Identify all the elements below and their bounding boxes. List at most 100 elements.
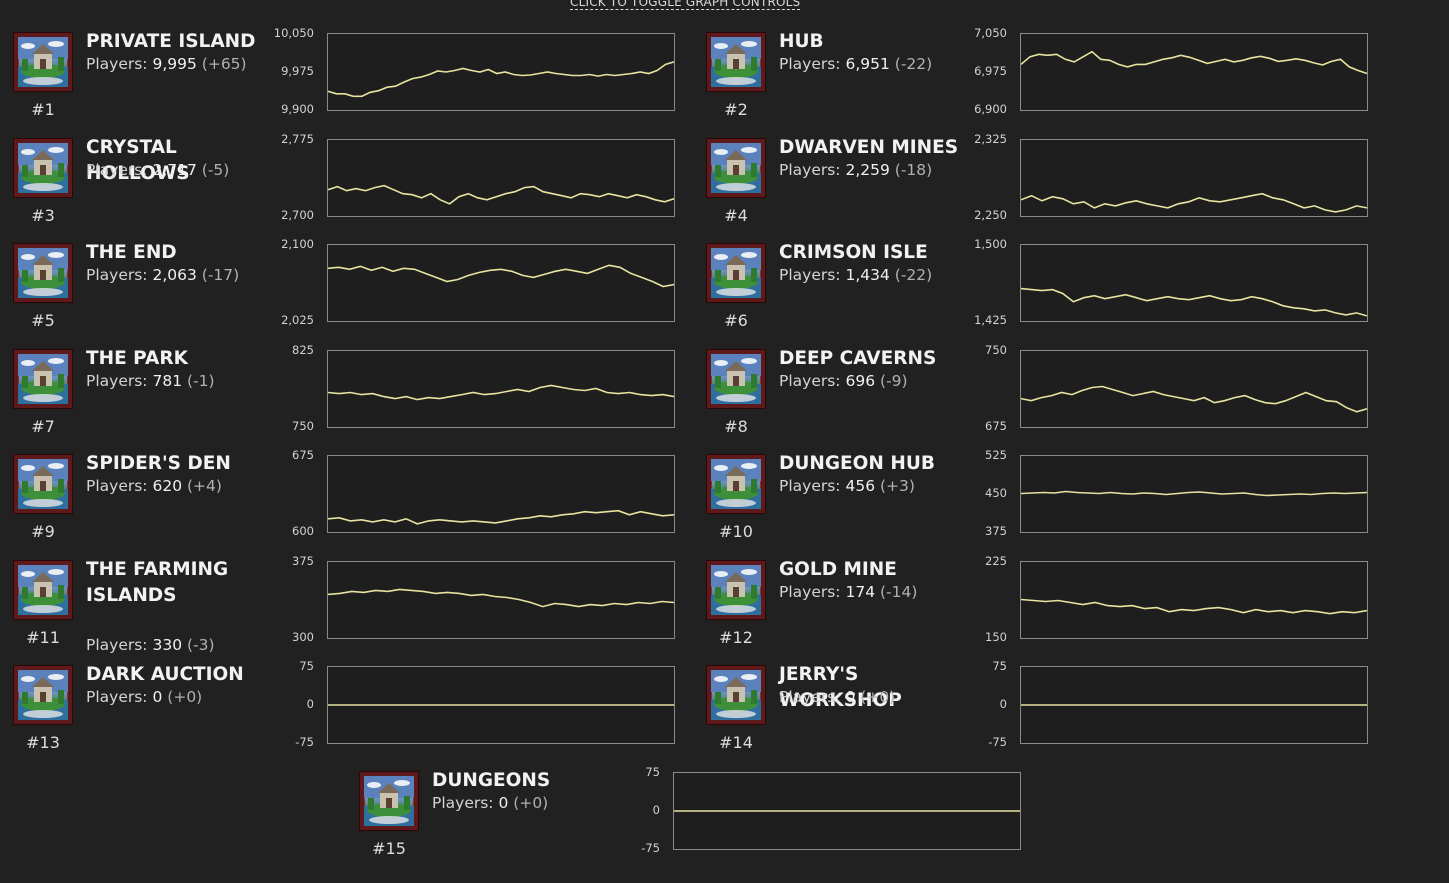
y-axis-max-label: 2,100 [281, 237, 314, 251]
player-series-line [1021, 193, 1367, 211]
island-picture [18, 459, 68, 509]
player-change: (-9) [880, 371, 908, 390]
island-thumbnail[interactable] [707, 349, 765, 408]
graph-plot [328, 562, 674, 638]
player-series-line [1021, 52, 1367, 74]
players-label: Players: [86, 160, 148, 179]
island-name: THE FARMING ISLANDS [86, 558, 229, 606]
player-change: (-22) [894, 55, 933, 73]
toggle-graph-controls-link[interactable]: CLICK TO TOGGLE GRAPH CONTROLS [570, 0, 801, 10]
y-axis-max-label: 75 [299, 659, 314, 673]
island-thumbnail[interactable] [707, 33, 765, 91]
y-axis-min-label: -75 [641, 841, 660, 855]
island-rank: #6 [724, 311, 748, 330]
island-picture [711, 564, 761, 615]
player-graph[interactable] [1020, 560, 1368, 639]
graph-plot [1021, 245, 1367, 321]
players-label: Players: [432, 794, 494, 812]
players-label: Players: [86, 477, 148, 495]
island-rank: #1 [31, 100, 55, 119]
player-graph[interactable] [1020, 455, 1368, 533]
y-axis-mid-label: 0 [652, 803, 660, 817]
island-card: #1 PRIVATE ISLAND Players: 9,995 (+65) 10,0… [14, 26, 704, 139]
island-card: #4 DWARVEN MINES Players: 2,259 (-18) 2,325… [707, 132, 1397, 245]
island-thumbnail[interactable] [14, 349, 72, 408]
player-count: 696 [845, 371, 876, 390]
island-rank: #5 [31, 311, 55, 330]
island-thumbnail[interactable] [707, 666, 765, 724]
island-rank: #12 [719, 627, 753, 647]
player-graph[interactable] [1020, 138, 1368, 217]
island-thumbnail[interactable] [360, 772, 418, 830]
island-rank: #7 [31, 416, 55, 436]
player-graph[interactable] [327, 455, 675, 533]
y-axis-max-label: 750 [985, 342, 1007, 357]
player-graph[interactable] [327, 560, 675, 639]
player-count-line: Players: 6,951 (-22) [779, 55, 932, 73]
player-count: 2,259 [845, 160, 890, 179]
island-thumbnail[interactable] [14, 244, 72, 302]
player-change: (-17) [201, 266, 240, 284]
player-graph[interactable] [327, 33, 675, 111]
player-series-line [328, 265, 674, 286]
y-axis-mid-label: 450 [985, 486, 1007, 500]
graph-plot [1021, 456, 1367, 532]
player-count-line: Players: 0 (+0) [779, 688, 895, 706]
island-thumbnail[interactable] [14, 138, 72, 197]
y-axis-max-label: 10,050 [273, 26, 314, 40]
island-thumbnail[interactable] [14, 666, 72, 724]
y-axis-max-label: 7,050 [974, 26, 1007, 40]
island-name: GOLD MINE [779, 558, 897, 580]
player-graph[interactable] [1020, 244, 1368, 322]
player-graph[interactable] [327, 244, 675, 322]
player-graph[interactable] [327, 138, 675, 217]
y-axis-max-label: 225 [985, 553, 1007, 568]
player-graph[interactable] [1020, 349, 1368, 428]
player-series-line [328, 511, 674, 524]
island-card: #6 CRIMSON ISLE Players: 1,434 (-22) 1,500 1… [707, 237, 1397, 350]
player-graph[interactable] [1020, 33, 1368, 111]
island-rank: #2 [724, 100, 748, 119]
player-count-line: Players: 620 (+4) [86, 477, 222, 495]
island-card: #15 DUNGEONS Players: 0 (+0) 75 0 -75 [360, 765, 1050, 878]
y-axis-min-label: 600 [292, 524, 314, 538]
player-count-line: Players: 0 (+0) [86, 688, 202, 706]
player-change: (-1) [187, 371, 215, 390]
y-axis-min-label: 300 [292, 629, 314, 644]
island-card: #12 GOLD MINE Players: 174 (-14) 225 150 [707, 554, 1397, 667]
island-picture [711, 37, 761, 87]
island-rank: #14 [719, 733, 753, 752]
island-thumbnail[interactable] [14, 560, 72, 619]
player-count: 2,063 [152, 266, 197, 284]
y-axis-min-label: 1,425 [974, 313, 1007, 327]
island-thumbnail[interactable] [707, 244, 765, 302]
player-graph[interactable] [1020, 666, 1368, 744]
graph-plot [328, 456, 674, 532]
island-thumbnail[interactable] [707, 138, 765, 197]
y-axis-min-label: 150 [985, 629, 1007, 644]
player-count: 0 [152, 688, 163, 706]
player-change: (-18) [894, 160, 933, 179]
players-label: Players: [779, 371, 841, 390]
island-card: #3 CRYSTAL HOLLOWS Players: 2,717 (-5) 2,77… [14, 132, 704, 245]
island-card: #2 HUB Players: 6,951 (-22) 7,050 6,975 6,900 [707, 26, 1397, 139]
y-axis-max-label: 375 [292, 553, 314, 568]
y-axis-min-label: -75 [988, 735, 1007, 749]
player-graph[interactable] [327, 666, 675, 744]
island-thumbnail[interactable] [707, 560, 765, 619]
island-thumbnail[interactable] [707, 455, 765, 513]
island-rank: #8 [724, 416, 748, 436]
island-thumbnail[interactable] [14, 33, 72, 91]
players-label: Players: [86, 635, 148, 654]
player-count: 456 [845, 477, 876, 495]
island-card: #11 THE FARMING ISLANDS Players: 330 (-3) 3… [14, 554, 704, 667]
graph-plot [1021, 140, 1367, 216]
player-change: (+3) [880, 477, 915, 495]
island-thumbnail[interactable] [14, 455, 72, 513]
player-graph[interactable] [327, 349, 675, 428]
player-count-line: Players: 9,995 (+65) [86, 55, 247, 73]
player-graph[interactable] [673, 772, 1021, 850]
island-picture [18, 142, 68, 193]
island-picture [711, 142, 761, 193]
players-label: Players: [779, 266, 841, 284]
